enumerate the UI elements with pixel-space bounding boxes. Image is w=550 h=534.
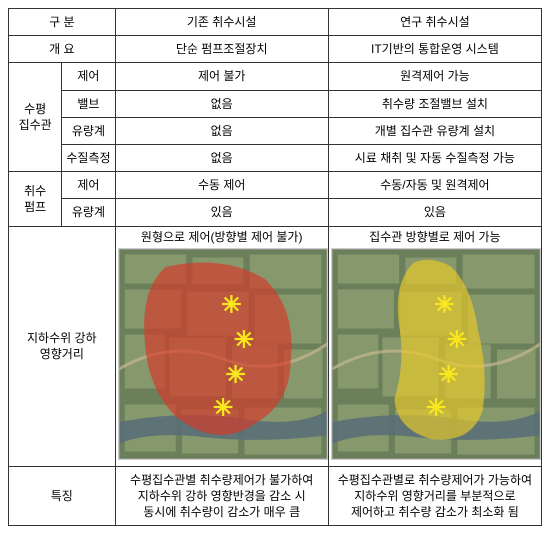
row-feature-label: 특징: [9, 466, 116, 526]
row-pipe-valve-label: 밸브: [62, 90, 115, 117]
row-overview-label: 개 요: [9, 36, 116, 63]
row-pipe-valve-research: 취수량 조절밸브 설치: [328, 90, 541, 117]
row-pipe-flow-research: 개별 집수관 유량계 설치: [328, 117, 541, 144]
row-pump-control-label: 제어: [62, 172, 115, 199]
row-pipe-flow-label: 유량계: [62, 117, 115, 144]
header-existing: 기존 취수시설: [115, 9, 328, 36]
row-pump-flow-research: 있음: [328, 199, 541, 226]
map-existing: [118, 248, 328, 460]
map-research-cell: 집수관 방향별로 제어 가능: [328, 226, 541, 466]
map-existing-title: 원형으로 제어(방향별 제어 불가): [118, 229, 326, 245]
row-pipe-control-research: 원격제어 가능: [328, 63, 541, 90]
row-pump-control-existing: 수동 제어: [115, 172, 328, 199]
row-feature-existing: 수평집수관별 취수량제어가 불가하여 지하수위 강하 영향반경을 감소 시 동시…: [115, 466, 328, 526]
row-pump-flow-existing: 있음: [115, 199, 328, 226]
header-group: 구 분: [9, 9, 116, 36]
row-impact-label: 지하수위 강하 영향거리: [9, 226, 116, 466]
row-pump-control-research: 수동/자동 및 원격제어: [328, 172, 541, 199]
map-research: [331, 248, 541, 460]
row-pipe-group: 수평 집수관: [9, 63, 62, 172]
header-research: 연구 취수시설: [328, 9, 541, 36]
row-pump-flow-label: 유량계: [62, 199, 115, 226]
row-pipe-valve-existing: 없음: [115, 90, 328, 117]
row-pipe-quality-existing: 없음: [115, 144, 328, 171]
row-pipe-control-existing: 제어 불가: [115, 63, 328, 90]
row-pipe-quality-research: 시료 채취 및 자동 수질측정 가능: [328, 144, 541, 171]
map-research-title: 집수관 방향별로 제어 가능: [331, 229, 539, 245]
row-overview-research: IT기반의 통합운영 시스템: [328, 36, 541, 63]
row-pipe-quality-label: 수질측정: [62, 144, 115, 171]
map-existing-cell: 원형으로 제어(방향별 제어 불가): [115, 226, 328, 466]
row-overview-existing: 단순 펌프조절장치: [115, 36, 328, 63]
row-pump-group: 취수 펌프: [9, 172, 62, 226]
row-feature-research: 수평집수관별로 취수량제어가 가능하여 지하수위 영향거리를 부분적으로 제어하…: [328, 466, 541, 526]
row-pipe-control-label: 제어: [62, 63, 115, 90]
row-pipe-flow-existing: 없음: [115, 117, 328, 144]
